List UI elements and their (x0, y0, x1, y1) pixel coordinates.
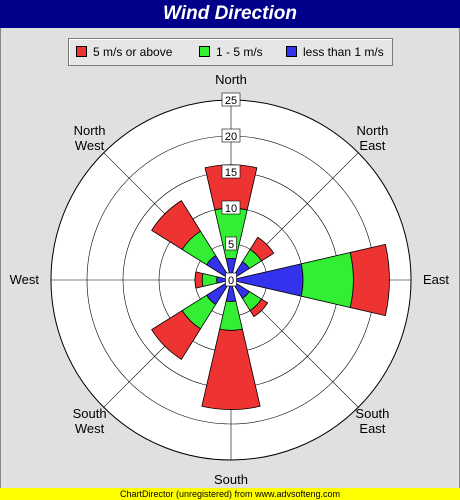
legend-item-moderate: 1 - 5 m/s (199, 45, 263, 59)
legend-label-calm: less than 1 m/s (303, 45, 384, 59)
legend-label-moderate: 1 - 5 m/s (216, 45, 263, 59)
sector-east-2 (349, 243, 390, 317)
chart-title: Wind Direction (163, 3, 297, 24)
radial-tick-label: 15 (225, 167, 237, 179)
direction-label-north-west: West (75, 138, 105, 153)
direction-label-south-east: East (359, 421, 385, 436)
direction-label-north-west: North (74, 123, 106, 138)
radial-tick-box (221, 164, 241, 179)
radial-tick-box (225, 272, 237, 287)
sector-south-east-2 (249, 298, 269, 318)
radial-tick-label: 25 (225, 95, 237, 107)
direction-label-north-east: North (357, 123, 389, 138)
direction-label-north: North (215, 72, 247, 87)
title-bar: Wind Direction (0, 0, 460, 28)
direction-label-north-east: East (359, 138, 385, 153)
sector-north-east-2 (249, 236, 275, 262)
legend-swatch-moderate (199, 46, 210, 57)
radial-tick-box (221, 92, 241, 107)
direction-label-south: South (214, 472, 248, 487)
legend-swatch-strong (76, 46, 87, 57)
direction-label-south-west: South (73, 406, 107, 421)
direction-label-south-west: West (75, 421, 105, 436)
sector-north-2 (204, 164, 258, 211)
direction-label-west: West (10, 272, 40, 287)
sector-north-west-2 (151, 200, 202, 251)
radial-tick-label: 5 (228, 239, 234, 251)
radial-tick-box (221, 128, 241, 143)
legend-label-strong: 5 m/s or above (93, 45, 173, 59)
radial-tick-box (221, 200, 241, 215)
sector-west-2 (194, 271, 204, 289)
radial-tick-label: 0 (228, 275, 234, 287)
direction-label-south-east: South (355, 406, 389, 421)
sector-south-2 (201, 328, 261, 410)
legend-swatch-calm (286, 46, 297, 57)
legend-item-strong: 5 m/s or above (76, 45, 172, 59)
legend-box: 5 m/s or above 1 - 5 m/s less than 1 m/s (68, 38, 393, 66)
direction-label-east: East (423, 272, 449, 287)
radial-tick-label: 20 (225, 131, 237, 143)
radial-tick-box (225, 236, 237, 251)
sector-south-west-2 (151, 309, 202, 360)
radial-tick-label: 10 (225, 203, 237, 215)
footer-credit: ChartDirector (unregistered) from www.ad… (0, 488, 460, 500)
legend-item-calm: less than 1 m/s (286, 45, 384, 59)
